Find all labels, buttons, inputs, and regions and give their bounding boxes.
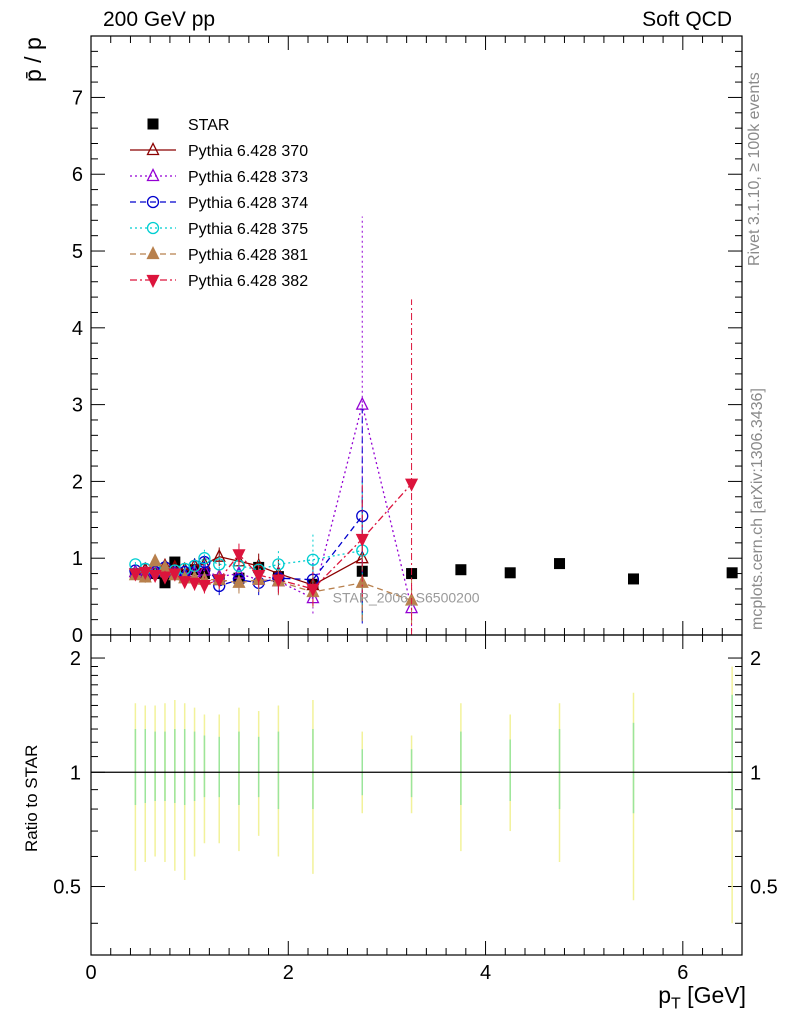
x-tick-label: 4 xyxy=(480,962,491,984)
legend-marker xyxy=(146,195,160,209)
data-point xyxy=(138,566,152,580)
data-point xyxy=(355,533,369,547)
data-point xyxy=(504,567,516,579)
y-tick-label: 0 xyxy=(72,625,83,647)
series-6 xyxy=(128,299,419,635)
x-tick-label: 2 xyxy=(283,962,294,984)
y-tick-label: 4 xyxy=(72,318,83,340)
data-point xyxy=(158,571,172,585)
data-point xyxy=(306,553,320,566)
y-tick-label: 3 xyxy=(72,395,83,417)
legend-entry: Pythia 6.428 374 xyxy=(130,195,308,212)
data-point xyxy=(212,574,226,588)
y-tick-label: 2 xyxy=(72,471,83,493)
y-tick-label-right: 2 xyxy=(750,648,761,670)
y-tick-label-right: 0.5 xyxy=(750,877,778,899)
y-axis-label-main: p̄ / p xyxy=(20,37,46,82)
data-point xyxy=(168,568,182,582)
legend-entry: Pythia 6.428 370 xyxy=(130,142,308,160)
data-point xyxy=(405,478,419,492)
data-point xyxy=(306,583,320,597)
x-tick-label: 0 xyxy=(85,962,96,984)
x-tick-label: 6 xyxy=(677,962,688,984)
plot-annotation: STAR_2006_S6500200 xyxy=(333,590,480,606)
ratio-panel: 0 2 4 6 0.5 0.5 1 1 2 2 xyxy=(53,634,778,984)
data-point xyxy=(148,553,162,567)
legend-label: Pythia 6.428 381 xyxy=(188,247,308,264)
data-point xyxy=(271,574,285,588)
y-axis-label-ratio: Ratio to STAR xyxy=(22,744,41,852)
y-tick-label: 5 xyxy=(72,241,83,263)
y-tick-label: 1 xyxy=(70,762,81,784)
legend-label: Pythia 6.428 375 xyxy=(188,221,308,238)
legend-marker xyxy=(146,274,160,288)
series-line xyxy=(135,549,363,573)
legend-entry: Pythia 6.428 382 xyxy=(130,273,308,290)
header-right: Soft QCD xyxy=(642,8,732,31)
legend: STAR Pythia 6.428 370 Pythia 6.428 373 Pyth… xyxy=(130,117,308,290)
legend-label: Pythia 6.428 374 xyxy=(188,195,308,212)
data-point xyxy=(455,564,467,576)
data-point xyxy=(198,552,211,565)
legend-marker xyxy=(147,118,159,130)
legend-label: Pythia 6.428 370 xyxy=(188,143,308,160)
legend-marker xyxy=(146,246,160,260)
legend-marker xyxy=(146,168,160,182)
data-point xyxy=(232,574,246,588)
legend-marker xyxy=(146,142,160,156)
y-tick-label: 0.5 xyxy=(53,877,81,899)
legend-label: Pythia 6.428 382 xyxy=(188,273,308,290)
data-point xyxy=(252,569,266,584)
data-point xyxy=(213,558,226,571)
legend-label: Pythia 6.428 373 xyxy=(188,169,308,186)
data-point xyxy=(178,576,192,590)
legend-marker xyxy=(146,221,160,235)
series-5 xyxy=(128,544,419,624)
legend-entry: Pythia 6.428 375 xyxy=(130,221,308,238)
legend-label: STAR xyxy=(188,117,229,134)
y-tick-label: 6 xyxy=(72,164,83,186)
data-point xyxy=(554,558,566,570)
data-point xyxy=(188,577,202,591)
data-point xyxy=(197,579,211,594)
data-point xyxy=(148,569,162,584)
data-point xyxy=(355,574,369,588)
header-left: 200 GeV pp xyxy=(103,8,216,31)
data-point xyxy=(212,548,226,562)
y-tick-label: 1 xyxy=(72,548,83,570)
legend-entry: Pythia 6.428 381 xyxy=(130,246,308,264)
data-point xyxy=(628,573,639,585)
legend-entry: Pythia 6.428 373 xyxy=(130,168,308,186)
data-point xyxy=(128,568,142,582)
legend-entry: STAR xyxy=(147,117,229,134)
main-panel: 0 1 2 3 4 5 6 7 STAR_2006_S6500200 STAR Pythia 6.4… xyxy=(72,35,743,647)
data-point xyxy=(726,567,738,579)
y-tick-label-right: 1 xyxy=(750,762,761,784)
y-tick-label: 7 xyxy=(72,87,83,109)
rivet-label: Rivet 3.1.10, ≥ 100k events xyxy=(746,72,763,266)
ratio-frame xyxy=(90,634,743,956)
mcplots-label: mcplots.cern.ch [arXiv:1306.3436] xyxy=(749,388,766,630)
y-tick-label: 2 xyxy=(70,648,81,670)
x-axis-label: pT [GeV] xyxy=(658,982,746,1013)
data-point xyxy=(232,549,246,563)
